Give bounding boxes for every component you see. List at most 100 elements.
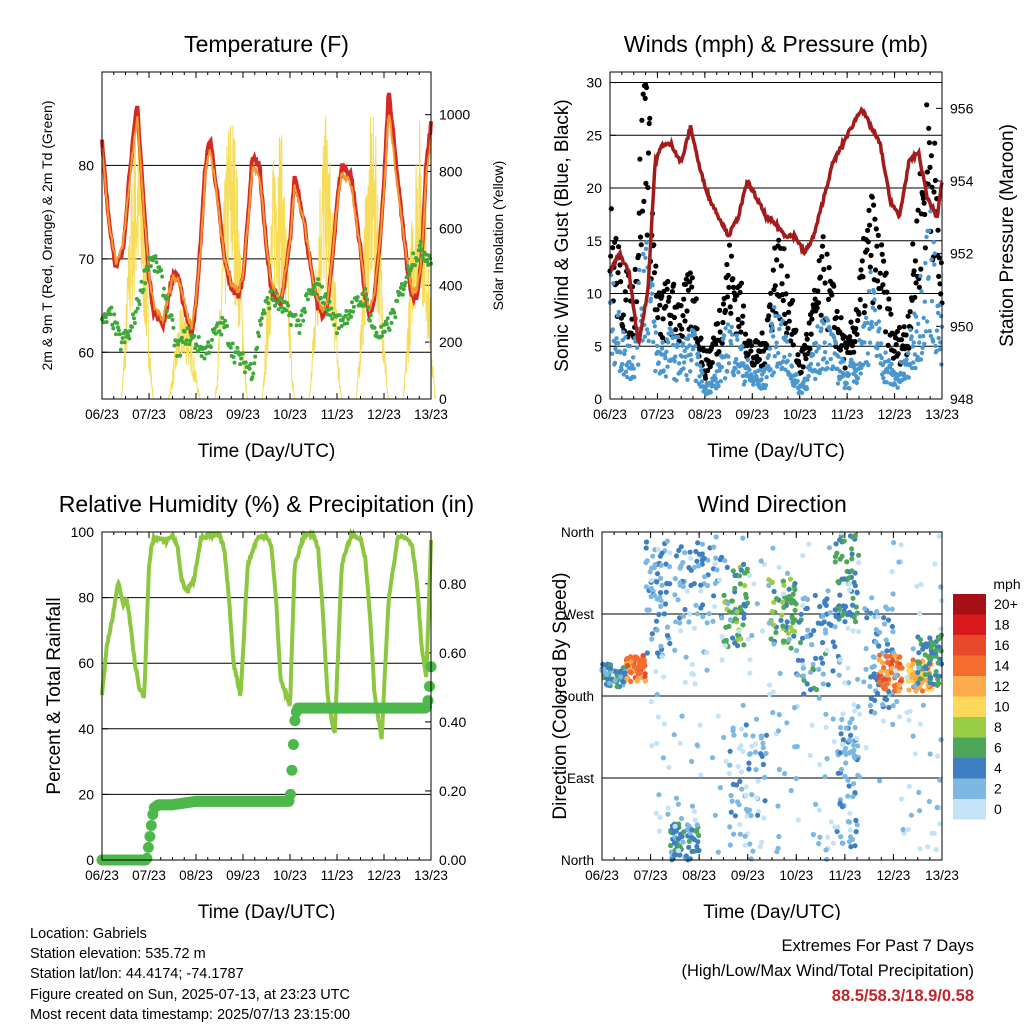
dewpoint-point — [317, 282, 322, 287]
dewpoint-point — [169, 313, 174, 318]
dewpoint-point — [122, 340, 127, 345]
gust-point — [722, 307, 729, 313]
precip-point — [287, 739, 299, 750]
wind-point — [622, 348, 628, 353]
direction-point — [692, 817, 698, 823]
direction-point — [774, 596, 780, 602]
direction-point — [746, 572, 753, 579]
gust-point — [869, 194, 875, 200]
dewpoint-point — [256, 330, 260, 335]
direction-point — [731, 831, 737, 837]
dewpoint-point — [153, 254, 158, 259]
direction-point — [709, 755, 716, 761]
dewpoint-point — [258, 322, 263, 327]
direction-point — [624, 675, 630, 682]
direction-point — [733, 782, 740, 788]
gust-point — [825, 296, 832, 302]
direction-point — [841, 603, 847, 609]
wind-point — [774, 340, 779, 345]
direction-point — [786, 586, 792, 592]
wind-point — [825, 318, 831, 323]
direction-point — [917, 808, 923, 814]
gust-point — [932, 140, 938, 146]
wind-point — [895, 385, 900, 390]
direction-point — [906, 687, 912, 693]
wind-point — [616, 309, 622, 315]
dewpoint-point — [400, 292, 405, 297]
wind-point — [636, 280, 641, 286]
direction-point — [846, 575, 852, 581]
dewpoint-point — [136, 298, 141, 303]
direction-point — [681, 829, 687, 835]
legend-label: 18 — [994, 617, 1010, 633]
gust-point — [667, 320, 674, 327]
dewpoint-point — [276, 307, 281, 312]
dewpoint-point — [302, 306, 307, 311]
direction-point — [624, 656, 630, 662]
gust-point — [781, 246, 787, 252]
direction-point — [792, 580, 798, 587]
wind-point — [866, 362, 871, 368]
direction-point — [743, 722, 749, 728]
direction-point — [694, 558, 700, 564]
direction-point — [810, 831, 817, 838]
direction-point — [780, 599, 786, 605]
y-tick-label: 70 — [78, 251, 94, 267]
direction-point — [677, 620, 683, 626]
direction-point — [755, 812, 761, 818]
direction-point — [715, 713, 721, 719]
plot-area — [607, 82, 945, 397]
direction-point — [769, 608, 775, 615]
dewpoint-point — [379, 324, 384, 329]
dewpoint-point — [146, 267, 151, 272]
wind-point — [913, 314, 919, 319]
weather-figure: Temperature (F)6070800200400600800100006… — [39, 31, 1021, 920]
gust-point — [767, 302, 773, 308]
direction-point — [771, 599, 777, 605]
direction-point — [739, 726, 745, 732]
y2-tick-label: 952 — [950, 246, 974, 262]
gust-point — [879, 251, 885, 257]
dewpoint-point — [117, 332, 122, 337]
direction-point — [876, 643, 882, 649]
gust-point — [738, 280, 745, 286]
direction-point — [830, 716, 836, 722]
x-tick-label: 13/23 — [925, 868, 959, 883]
gust-point — [717, 329, 723, 335]
wind-point — [918, 273, 923, 279]
direction-point — [663, 561, 669, 567]
direction-point — [891, 540, 897, 546]
legend-swatch — [953, 655, 986, 676]
gust-point — [905, 313, 911, 319]
direction-point — [848, 844, 854, 850]
direction-point — [855, 772, 861, 778]
direction-point — [644, 650, 650, 656]
dewpoint-point — [354, 298, 359, 303]
y-tick-label: 40 — [78, 721, 94, 737]
wind-point — [875, 341, 880, 346]
dewpoint-point — [267, 306, 272, 311]
wind-point — [627, 360, 632, 365]
gust-point — [713, 341, 719, 347]
direction-point — [792, 705, 798, 711]
dewpoint-point — [137, 302, 142, 307]
wind-point — [919, 289, 924, 294]
direction-point — [850, 602, 856, 608]
y2-tick-label: 954 — [950, 173, 974, 189]
direction-point — [730, 728, 736, 734]
dewpoint-point — [250, 375, 255, 380]
direction-point — [659, 550, 665, 556]
direction-point — [671, 732, 677, 738]
x-tick-label: 08/23 — [688, 407, 722, 422]
wind-point — [884, 380, 889, 385]
direction-point — [846, 839, 853, 845]
gust-point — [891, 348, 897, 354]
gust-point — [736, 324, 742, 330]
direction-point — [804, 681, 810, 687]
direction-point — [816, 807, 823, 813]
gust-point — [651, 242, 657, 248]
direction-point — [830, 639, 836, 645]
wind-point — [627, 343, 633, 349]
wind-point — [911, 340, 916, 345]
direction-point — [741, 642, 747, 648]
